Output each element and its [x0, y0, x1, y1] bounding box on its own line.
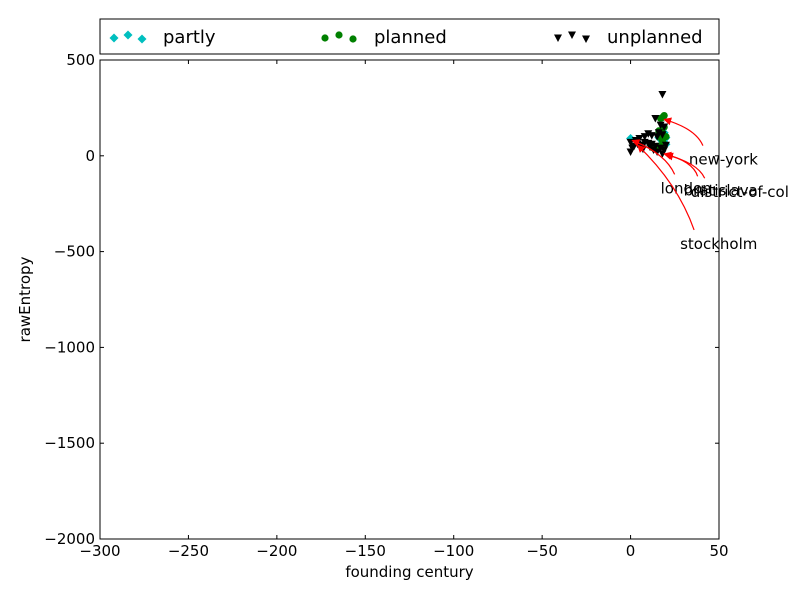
unplanned-point: [653, 148, 662, 156]
annotation-arrow: [636, 144, 695, 231]
unplanned-point: [640, 133, 649, 141]
annotation-arrow: [631, 139, 676, 175]
x-tick-label: −300: [79, 542, 120, 560]
legend-marker-planned: [321, 34, 329, 42]
legend-frame: [99, 18, 720, 55]
unplanned-point: [626, 148, 635, 156]
unplanned-point: [649, 146, 658, 155]
y-tick-label: 500: [66, 51, 95, 69]
x-tick-label: −100: [433, 542, 474, 560]
legend-marker-unplanned: [554, 34, 562, 42]
annotation-label: district-of-col: [691, 183, 789, 201]
annotation-arrow: [663, 117, 704, 146]
unplanned-point: [644, 130, 653, 138]
legend-marker-partly: [109, 33, 119, 43]
unplanned-point: [653, 133, 662, 141]
planned-point: [660, 111, 668, 120]
y-tick-label: −1000: [44, 338, 95, 356]
unplanned-point: [660, 123, 669, 132]
unplanned-point: [656, 121, 665, 130]
x-tick-label: −50: [526, 542, 558, 560]
annotation-arrow: [664, 152, 706, 179]
unplanned-point: [658, 131, 667, 139]
unplanned-point: [635, 135, 644, 143]
plot-area: −300 −250 −200 −150 −100 −50 0 50−2000−1500−100…: [16, 51, 789, 581]
legend-label-unplanned: unplanned: [607, 27, 703, 48]
x-tick-label: 0: [626, 542, 636, 560]
y-axis-label: rawEntropy: [16, 256, 34, 342]
annotation-label: bratislava: [684, 181, 758, 199]
legend-marker-unplanned: [582, 35, 590, 43]
legend-marker-unplanned: [568, 31, 576, 39]
legend-label-partly: partly: [163, 27, 216, 48]
unplanned-point: [656, 144, 665, 153]
annotation-label: london: [661, 179, 712, 197]
axes-frame: [99, 59, 720, 540]
legend-marker-partly: [123, 30, 133, 40]
y-tick-label: −500: [54, 243, 95, 261]
unplanned-point: [654, 129, 663, 137]
legend-label-planned: planned: [374, 27, 447, 48]
x-tick-label: 50: [709, 542, 728, 560]
y-tick-label: −2000: [44, 530, 95, 548]
annotation-label: new-york: [689, 151, 758, 169]
y-tick-label: −1500: [44, 434, 95, 452]
unplanned-point: [658, 90, 667, 99]
y-tick-label: 0: [85, 147, 95, 165]
unplanned-point: [651, 114, 660, 123]
unplanned-point: [661, 141, 670, 150]
annotation-label: stockholm: [680, 235, 757, 253]
legend-marker-partly: [137, 34, 147, 44]
unplanned-point: [646, 143, 655, 152]
x-tick-label: −250: [168, 542, 209, 560]
x-tick-label: −150: [345, 542, 386, 560]
x-tick-label: −200: [256, 542, 297, 560]
legend-marker-planned: [335, 31, 343, 39]
x-axis-label: founding century: [345, 563, 473, 581]
legend: partly planned unplanned: [99, 18, 720, 55]
legend-marker-planned: [349, 35, 357, 43]
